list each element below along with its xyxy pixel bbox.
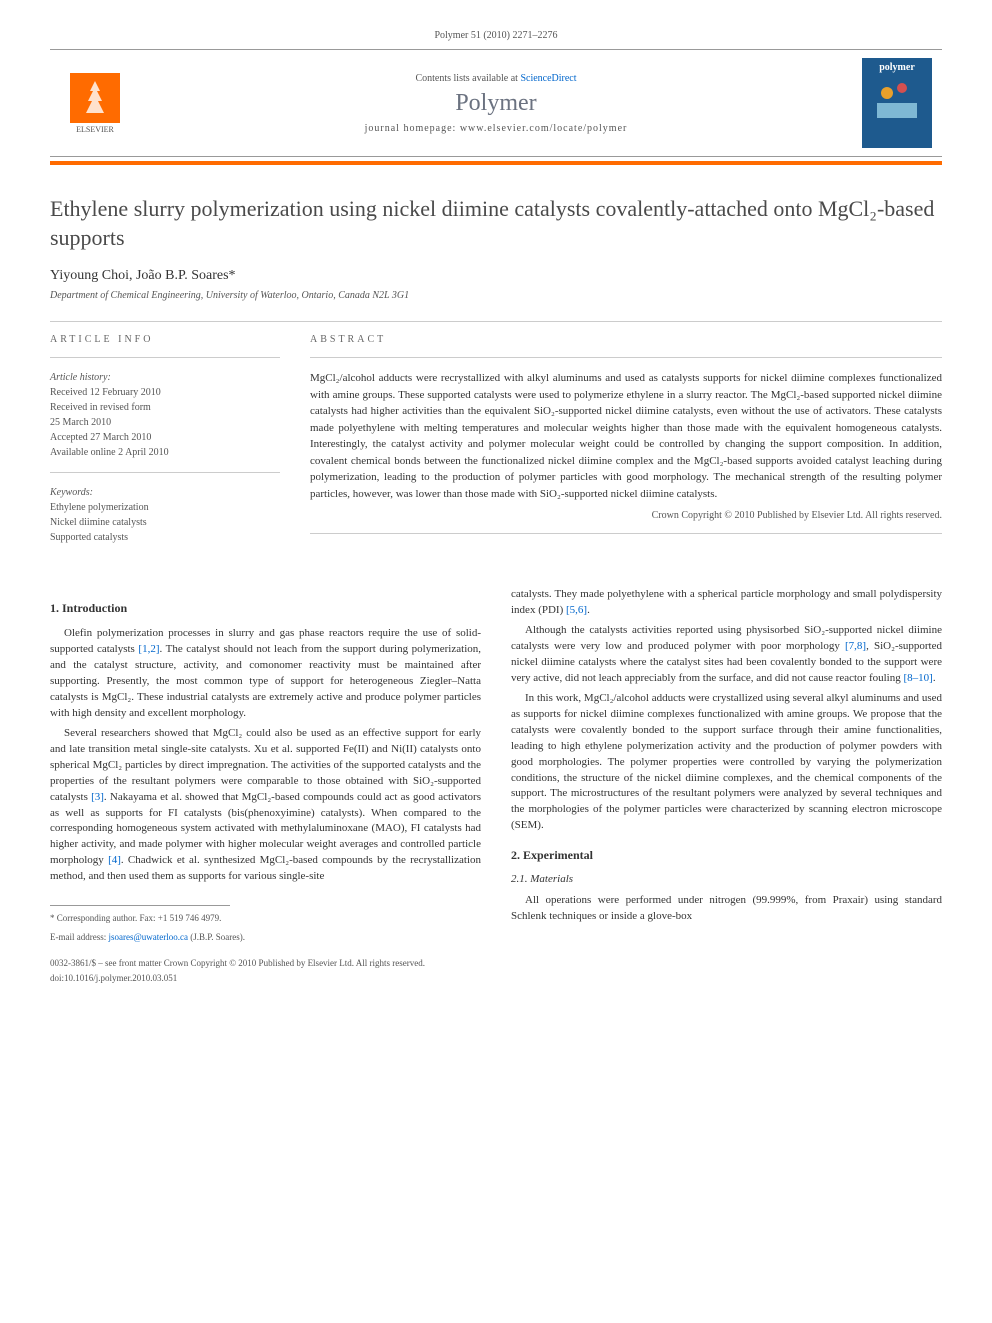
article-history: Article history: Received 12 February 20… — [50, 370, 280, 460]
history-title: Article history: — [50, 370, 280, 385]
footer-doi: doi:10.1016/j.polymer.2010.03.051 — [50, 972, 942, 985]
article-title: Ethylene slurry polymerization using nic… — [50, 195, 942, 252]
divider — [50, 357, 280, 358]
divider — [310, 357, 942, 358]
email-label: E-mail address: — [50, 932, 108, 942]
authors: Yiyoung Choi, João B.P. Soares* — [50, 268, 942, 284]
history-line: Available online 2 April 2010 — [50, 445, 280, 460]
abstract-copyright: Crown Copyright © 2010 Published by Else… — [310, 510, 942, 521]
elsevier-tree-icon — [70, 73, 120, 123]
body-paragraph: catalysts. They made polyethylene with a… — [511, 587, 942, 619]
contents-prefix: Contents lists available at — [415, 73, 520, 84]
homepage-prefix: journal homepage: — [365, 123, 460, 134]
journal-header: ELSEVIER Contents lists available at Sci… — [50, 49, 942, 157]
header-center: Contents lists available at ScienceDirec… — [130, 73, 862, 134]
elsevier-label: ELSEVIER — [76, 125, 114, 134]
citation-link[interactable]: [8–10] — [903, 672, 932, 684]
history-line: Accepted 27 March 2010 — [50, 430, 280, 445]
email-link[interactable]: jsoares@uwaterloo.ca — [108, 932, 188, 942]
right-column: catalysts. They made polyethylene with a… — [511, 587, 942, 943]
left-column: 1. Introduction Olefin polymerization pr… — [50, 587, 481, 943]
email-footnote: E-mail address: jsoares@uwaterloo.ca (J.… — [50, 931, 481, 944]
divider — [50, 472, 280, 473]
cover-text: polymer — [879, 62, 915, 73]
materials-subheading: 2.1. Materials — [511, 873, 942, 885]
contents-line: Contents lists available at ScienceDirec… — [130, 73, 862, 84]
journal-homepage: journal homepage: www.elsevier.com/locat… — [130, 123, 862, 134]
body-paragraph: Although the catalysts activities report… — [511, 623, 942, 687]
citation-link[interactable]: [1,2] — [138, 643, 159, 655]
keyword: Nickel diimine catalysts — [50, 515, 280, 530]
body-paragraph: Olefin polymerization processes in slurr… — [50, 626, 481, 722]
history-line: 25 March 2010 — [50, 415, 280, 430]
article-info-column: ARTICLE INFO Article history: Received 1… — [50, 334, 280, 557]
keyword: Ethylene polymerization — [50, 500, 280, 515]
body-paragraph: Several researchers showed that MgCl₂ co… — [50, 726, 481, 885]
abstract-text: MgCl₂/alcohol adducts were recrystallize… — [310, 370, 942, 502]
journal-name: Polymer — [130, 90, 862, 117]
history-line: Received in revised form — [50, 400, 280, 415]
citation-link[interactable]: [4] — [108, 854, 121, 866]
intro-heading: 1. Introduction — [50, 601, 481, 616]
footnote-separator — [50, 905, 230, 906]
affiliation: Department of Chemical Engineering, Univ… — [50, 290, 942, 301]
homepage-url[interactable]: www.elsevier.com/locate/polymer — [460, 123, 628, 134]
accent-bar — [50, 161, 942, 165]
journal-cover[interactable]: polymer — [862, 58, 932, 148]
sciencedirect-link[interactable]: ScienceDirect — [520, 73, 576, 84]
divider — [50, 321, 942, 322]
cover-graphic-icon — [872, 73, 922, 123]
citation-link[interactable]: [5,6] — [566, 604, 587, 616]
keywords-block: Keywords: Ethylene polymerization Nickel… — [50, 485, 280, 545]
citation-link[interactable]: [7,8] — [845, 640, 866, 652]
email-suffix: (J.B.P. Soares). — [188, 932, 245, 942]
info-abstract-row: ARTICLE INFO Article history: Received 1… — [50, 334, 942, 557]
footer-copyright: 0032-3861/$ – see front matter Crown Cop… — [50, 957, 942, 970]
keywords-title: Keywords: — [50, 485, 280, 500]
abstract-label: ABSTRACT — [310, 334, 942, 345]
keyword: Supported catalysts — [50, 530, 280, 545]
body-paragraph: All operations were performed under nitr… — [511, 893, 942, 925]
body-paragraph: In this work, MgCl₂/alcohol adducts were… — [511, 691, 942, 834]
citation-link[interactable]: [3] — [91, 791, 104, 803]
article-info-label: ARTICLE INFO — [50, 334, 280, 345]
history-line: Received 12 February 2010 — [50, 385, 280, 400]
divider — [310, 533, 942, 534]
body-columns: 1. Introduction Olefin polymerization pr… — [50, 587, 942, 943]
journal-reference: Polymer 51 (2010) 2271–2276 — [50, 30, 942, 41]
elsevier-logo[interactable]: ELSEVIER — [60, 68, 130, 138]
corresponding-author-footnote: * Corresponding author. Fax: +1 519 746 … — [50, 912, 481, 925]
experimental-heading: 2. Experimental — [511, 848, 942, 863]
abstract-column: ABSTRACT MgCl₂/alcohol adducts were recr… — [310, 334, 942, 557]
